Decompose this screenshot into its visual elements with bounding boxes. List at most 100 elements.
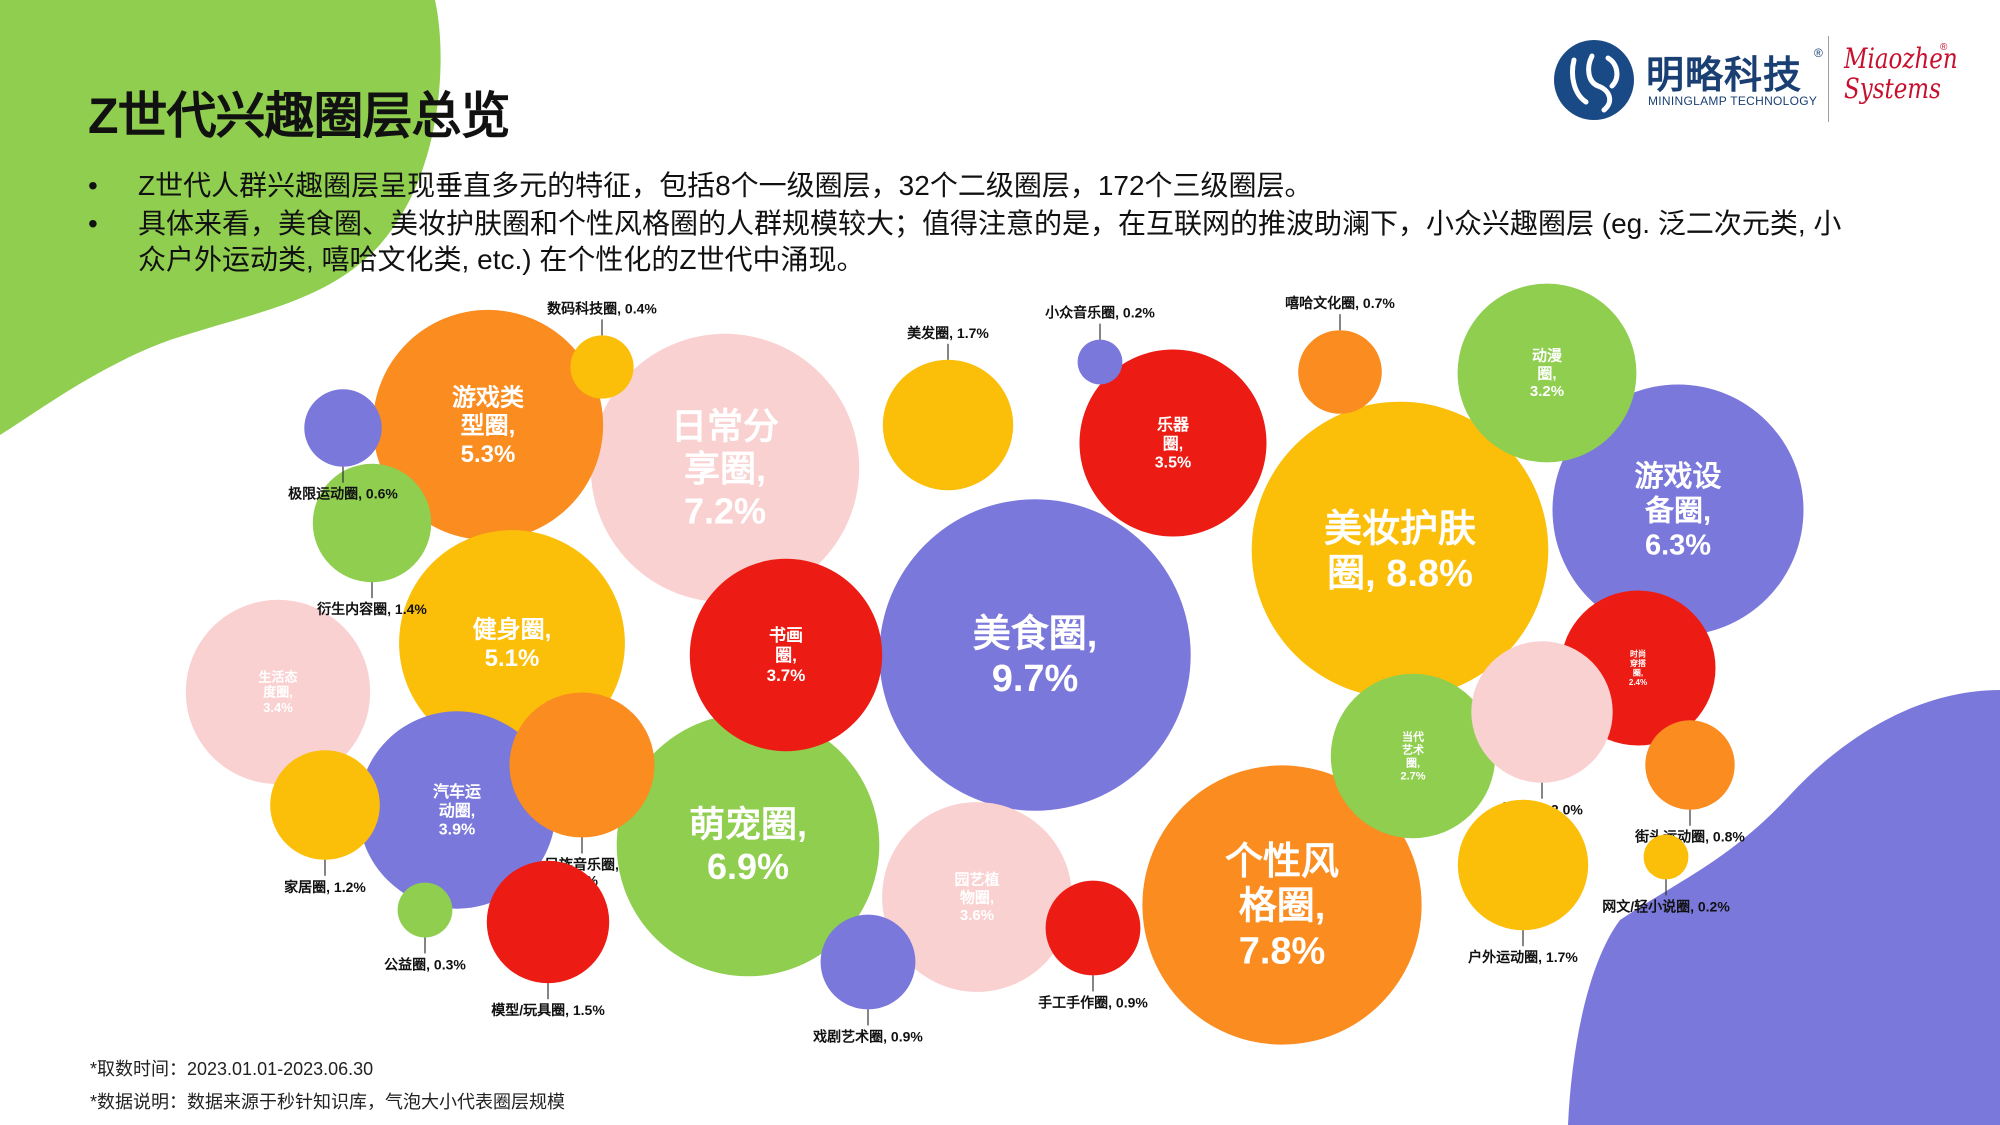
bubble (1079, 349, 1267, 537)
bubble-group: 户外运动圈, 1.7% (1457, 799, 1589, 965)
bubble-group: 个性风格圈, 7.8% (1142, 765, 1422, 1045)
bubble-label: 美发圈, 1.7% (907, 325, 989, 341)
bubble-group: 萌宠圈, 6.9% (616, 713, 880, 977)
page-title: Z世代兴趣圈层总览 (88, 88, 511, 144)
bubble-label: 美食圈, 9.7% (973, 613, 1098, 700)
bubble-group: 嘻哈文化圈, 0.7% (1285, 295, 1395, 414)
bubble-group: 游戏设备圈, 6.3% (1552, 384, 1804, 636)
bubble-label: 萌宠圈, 6.9% (689, 804, 807, 887)
bubble (509, 692, 655, 838)
bubble-group: 生活态度圈, 3.4% (185, 599, 371, 785)
bubble-label: 乐器圈, 3.5% (1155, 416, 1191, 472)
bubble-group: 日常分享圈, 7.2% (590, 333, 860, 603)
purple-corner-blob (1568, 690, 2000, 1125)
mininglamp-logo-icon (1554, 40, 1634, 120)
summary-bullets: Z世代人群兴趣圈层呈现垂直多元的特征，包括8个一级圈层，32个二级圈层，172个… (88, 168, 1868, 280)
bubble (358, 711, 556, 909)
bubble-group: 美发圈, 1.7% (882, 325, 1014, 491)
bubble-label: 美妆护肤圈, 8.8% (1324, 508, 1476, 595)
bubble (689, 558, 883, 752)
bubble (372, 309, 604, 541)
footnote-date-range: *取数时间：2023.01.01-2023.06.30 (90, 1059, 374, 1079)
miaozhen-line1: Miaozhen (1844, 42, 1958, 75)
bubble-label: 园艺植物圈, 3.6% (954, 871, 999, 924)
bubble-label: 时尚穿搭圈, 2.4% (1629, 649, 1647, 687)
bubble (1457, 283, 1637, 463)
bubble-group: 当代艺术圈, 2.7% (1330, 673, 1496, 839)
bubble (616, 713, 880, 977)
bubble (879, 499, 1191, 811)
bubble-label: 小众音乐圈, 0.2% (1045, 305, 1155, 321)
bubble (1643, 834, 1689, 880)
bubble (882, 802, 1072, 992)
bubble (1645, 720, 1735, 810)
bubble-label: 个性风格圈, 7.8% (1225, 841, 1339, 973)
bubble (820, 914, 916, 1010)
bubble-label: 极限运动圈, 0.6% (288, 486, 398, 502)
bubble (882, 359, 1014, 491)
bubble-label: 健身圈, 5.1% (473, 615, 552, 671)
bubble-label: 数码科技圈, 0.4% (547, 300, 657, 316)
bubble-label: 当代艺术圈, 2.7% (1400, 729, 1425, 782)
bubble (1077, 339, 1123, 385)
bubble-label: 公益圈, 0.3% (384, 956, 466, 972)
bubble (185, 599, 371, 785)
bubble-label: 游戏类型圈, 5.3% (452, 383, 525, 468)
bubble-group: 手工手作圈, 0.9% (1038, 880, 1148, 1010)
bubble (1330, 673, 1496, 839)
bubble (312, 463, 432, 583)
bubble (1471, 641, 1613, 783)
bubble-label: 动漫圈, 3.2% (1530, 347, 1564, 400)
bubble-label: 游戏设备圈, 6.3% (1634, 460, 1721, 561)
bubble-label: 家居圈, 1.2% (284, 879, 366, 895)
bubble-group: 衍生内容圈, 1.4% (312, 463, 432, 617)
bubble (590, 333, 860, 603)
bubble-label: 模型/玩具圈, 1.5% (491, 1002, 605, 1018)
footnote-data-source: *数据说明：数据来源于秒针知识库，气泡大小代表圈层规模 (90, 1092, 566, 1112)
bubble (1142, 765, 1422, 1045)
logo-registered-mark: ® (1814, 46, 1823, 60)
bubble (397, 882, 453, 938)
bubble-label: 手工手作圈, 0.9% (1038, 994, 1148, 1010)
company-logo: 明略科技 ® MININGLAMP TECHNOLOGY Miaozhen Sy… (1552, 30, 1958, 130)
bullet-item: 具体来看，美食圈、美妆护肤圈和个性风格圈的人群规模较大；值得注意的是，在互联网的… (88, 206, 1868, 278)
miaozhen-logo-text: Miaozhen Systems (1844, 44, 1958, 104)
bubble-group: 旅游圈, 2.0% (1471, 641, 1613, 818)
bubble-label: 生活态度圈, 3.4% (258, 669, 297, 715)
bubble (270, 750, 380, 860)
bubble-group: 动漫圈, 3.2% (1457, 283, 1637, 463)
bubble-group: 网文/轻小说圈, 0.2% (1602, 834, 1730, 914)
bubble-group: 美妆护肤圈, 8.8% (1251, 401, 1549, 699)
bubble-label: 日常分享圈, 7.2% (671, 405, 779, 531)
bubble-group: 汽车运动圈, 3.9% (358, 711, 556, 909)
bubble (304, 389, 382, 467)
logo-chinese-name: 明略科技 (1646, 55, 1803, 97)
bubble-group: 书画圈, 3.7% (689, 558, 883, 752)
bubble-label: 戏剧艺术圈, 0.9% (812, 1028, 923, 1044)
bubble-group: 园艺植物圈, 3.6% (882, 802, 1072, 992)
bubble-group: 美食圈, 9.7% (879, 499, 1191, 811)
bubble (570, 335, 634, 399)
bubble-label: 嘻哈文化圈, 0.7% (1285, 295, 1395, 311)
miaozhen-registered-mark: ® (1940, 42, 1948, 53)
bubble-group: 模型/玩具圈, 1.5% (486, 860, 610, 1018)
bubble (1298, 330, 1382, 414)
bubble (1552, 384, 1804, 636)
bubble-group: 游戏类型圈, 5.3% (372, 309, 604, 541)
bubble-group: 戏剧艺术圈, 0.9% (812, 914, 923, 1044)
bubble (1251, 401, 1549, 699)
bubble (486, 860, 610, 984)
bubble-label: 衍生内容圈, 1.4% (316, 601, 427, 617)
bubble-group: 乐器圈, 3.5% (1079, 349, 1267, 537)
bubble-label: 汽车运动圈, 3.9% (433, 782, 481, 839)
bubble-group: 数码科技圈, 0.4% (547, 300, 657, 399)
bubble-label: 户外运动圈, 1.7% (1468, 949, 1578, 965)
bubble-group: 家居圈, 1.2% (270, 750, 380, 895)
miaozhen-line2: Systems (1844, 72, 1941, 105)
bubble (1045, 880, 1141, 976)
bubble (1457, 799, 1589, 931)
bullet-item: Z世代人群兴趣圈层呈现垂直多元的特征，包括8个一级圈层，32个二级圈层，172个… (88, 168, 1868, 204)
logo-english-name: MININGLAMP TECHNOLOGY (1648, 94, 1818, 108)
bubble-group: 极限运动圈, 0.6% (288, 389, 398, 502)
